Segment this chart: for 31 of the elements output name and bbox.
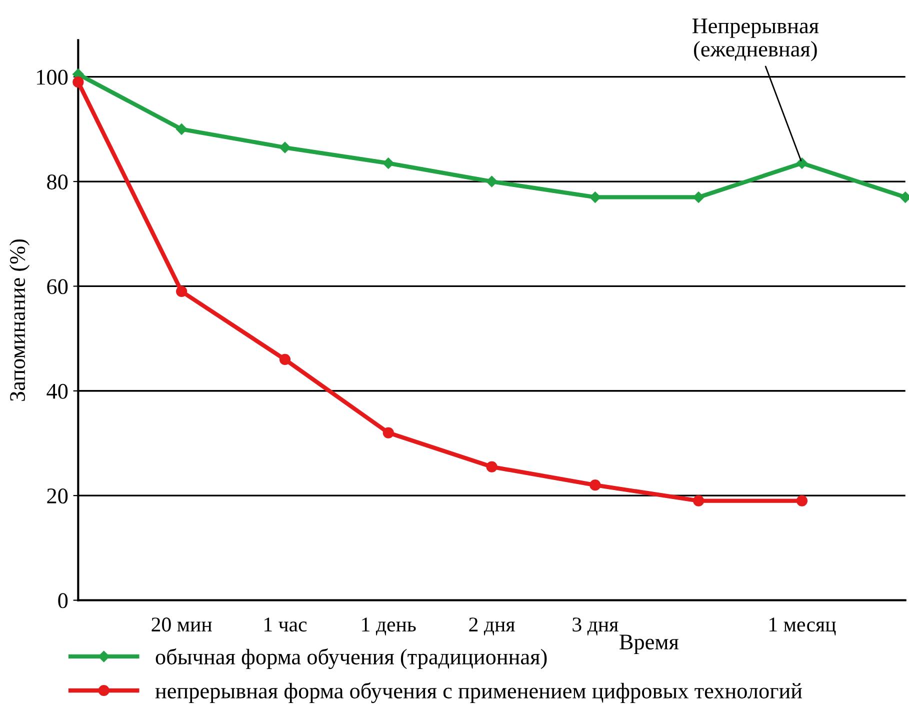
annotation: Непрерывная (ежедневная) [692, 18, 819, 62]
point [176, 124, 188, 135]
y-tick-label: 0 [58, 593, 68, 608]
y-tick-label: 40 [46, 384, 68, 399]
x-tick-label: 1 день [362, 618, 416, 636]
legend-label: непрерывная форма обучения с применением цифровых технологий [155, 682, 802, 704]
point [590, 192, 601, 203]
point [796, 495, 808, 506]
point [279, 354, 291, 366]
point [486, 461, 498, 472]
x-tick-label: 1 час [264, 618, 307, 632]
point [382, 158, 394, 169]
point [72, 76, 84, 88]
y-axis-title: Запоминание (%) [9, 239, 30, 401]
point [176, 286, 188, 297]
point [279, 142, 291, 154]
x-tick-label: 1 месяц [770, 618, 836, 636]
point [590, 480, 601, 491]
point [382, 427, 394, 438]
point [796, 158, 808, 169]
point [486, 176, 498, 188]
y-tick-label: 20 [47, 488, 68, 504]
x-tick-label: 3 дня [572, 618, 618, 636]
x-tick-label: 20 мин [152, 618, 212, 632]
point [693, 495, 704, 506]
x-tick-label: 2 дня [469, 618, 515, 636]
y-tick-label: 100 [37, 70, 68, 85]
legend-label: обычная форма обучения (традиционная) [156, 648, 547, 670]
y-tick-label: 80 [47, 174, 68, 190]
x-axis-title: Время [620, 634, 679, 654]
y-tick-label: 60 [47, 279, 68, 294]
